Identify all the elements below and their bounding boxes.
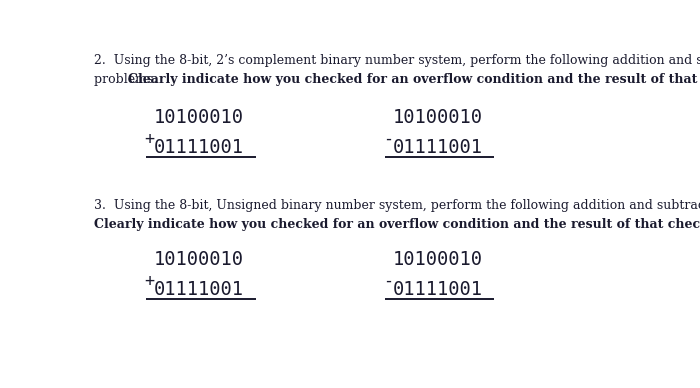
Text: -: -: [383, 130, 393, 148]
Text: 10100010: 10100010: [154, 108, 244, 127]
Text: 2.  Using the 8-bit, 2’s complement binary number system, perform the following : 2. Using the 8-bit, 2’s complement binar…: [94, 54, 700, 67]
Text: 3.  Using the 8-bit, Unsigned binary number system, perform the following additi: 3. Using the 8-bit, Unsigned binary numb…: [94, 199, 700, 212]
Text: Clearly indicate how you checked for an overflow condition and the result of tha: Clearly indicate how you checked for an …: [127, 73, 700, 87]
Text: 10100010: 10100010: [154, 250, 244, 269]
Text: 10100010: 10100010: [393, 250, 482, 269]
Text: -: -: [383, 272, 393, 290]
Text: problems.: problems.: [94, 73, 165, 87]
Text: 01111001: 01111001: [154, 138, 244, 157]
Text: 10100010: 10100010: [393, 108, 482, 127]
Text: 01111001: 01111001: [393, 138, 482, 157]
Text: +: +: [144, 272, 155, 290]
Text: 01111001: 01111001: [393, 280, 482, 299]
Text: 01111001: 01111001: [154, 280, 244, 299]
Text: Clearly indicate how you checked for an overflow condition and the result of tha: Clearly indicate how you checked for an …: [94, 218, 700, 231]
Text: +: +: [144, 130, 155, 148]
